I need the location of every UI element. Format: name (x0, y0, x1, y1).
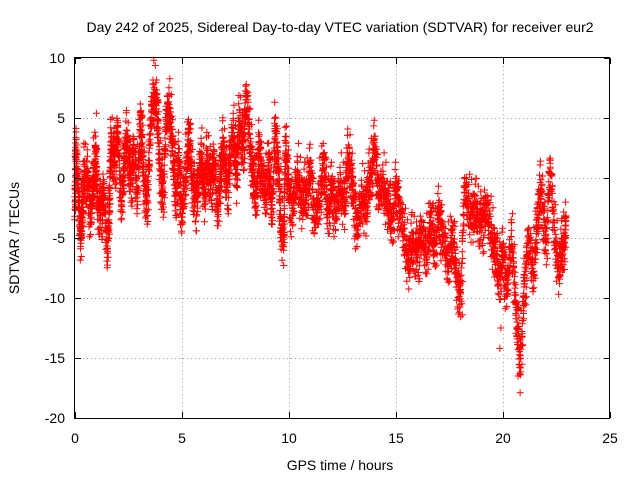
x-tick-labels: 0 5 10 15 20 25 (71, 430, 618, 446)
x-tick-label: 0 (71, 430, 79, 446)
chart-title: Day 242 of 2025, Sidereal Day-to-day VTE… (86, 19, 593, 35)
x-tick-label: 20 (495, 430, 511, 446)
y-tick-label: -5 (53, 230, 66, 246)
y-tick-label: 0 (57, 170, 65, 186)
axis-ticks (75, 58, 611, 419)
y-tick-label: 10 (49, 50, 65, 66)
grid-lines (75, 58, 610, 418)
sdtvar-series-markers (71, 56, 570, 397)
x-tick-label: 10 (281, 430, 297, 446)
y-axis-label: SDTVAR / TECUs (6, 182, 22, 294)
y-tick-label: -15 (45, 350, 65, 366)
x-tick-label: 5 (178, 430, 186, 446)
x-axis-label: GPS time / hours (287, 457, 394, 473)
data-points (71, 56, 570, 397)
y-tick-label: 5 (57, 110, 65, 126)
y-tick-labels: -20 -15 -10 -5 0 5 10 (45, 50, 65, 426)
x-tick-label: 15 (388, 430, 404, 446)
y-tick-label: -20 (45, 410, 65, 426)
y-tick-label: -10 (45, 290, 65, 306)
x-tick-label: 25 (602, 430, 618, 446)
